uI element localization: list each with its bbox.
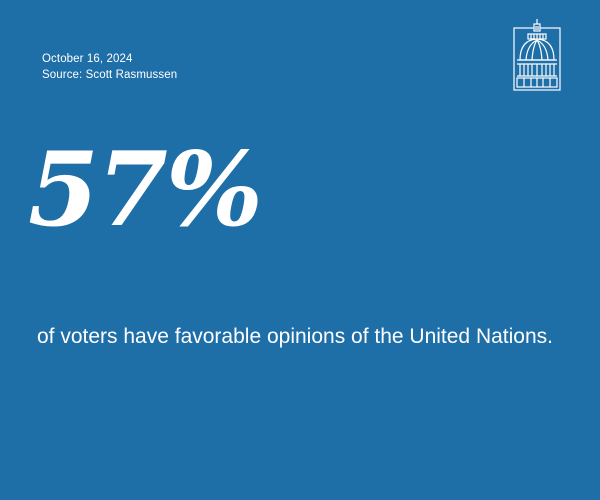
- headline-percentage: 57%: [28, 130, 263, 250]
- stat-caption: of voters have favorable opinions of the…: [37, 325, 553, 348]
- publish-date: October 16, 2024: [42, 53, 133, 65]
- source-line: Source: Scott Rasmussen: [42, 69, 178, 81]
- meta-block: October 16, 2024 Source: Scott Rasmussen: [42, 51, 177, 83]
- capitol-dome-icon: [512, 18, 562, 92]
